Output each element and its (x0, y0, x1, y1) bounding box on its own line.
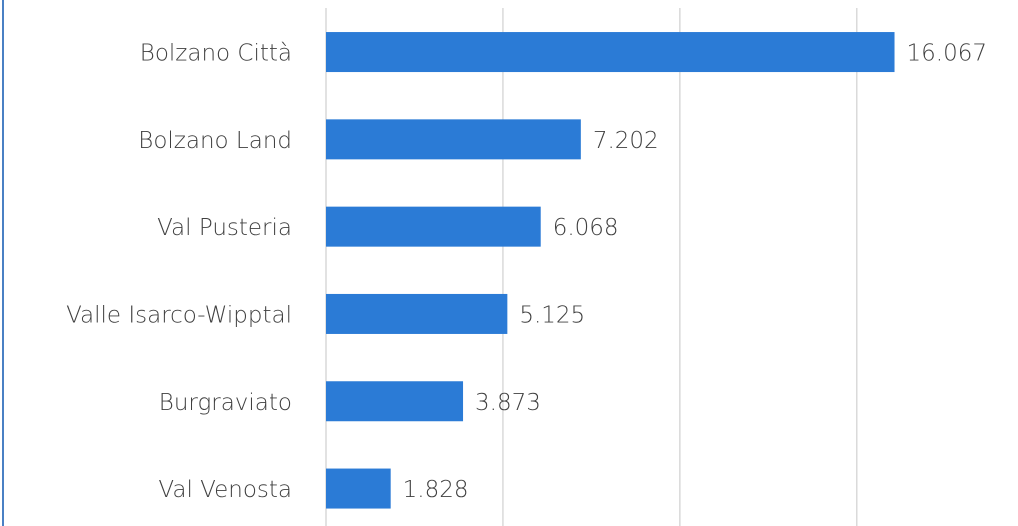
category-label: Burgraviato (159, 390, 292, 416)
bar (326, 32, 895, 73)
bar (326, 119, 581, 160)
category-label: Val Venosta (158, 477, 292, 503)
category-label: Valle Isarco-Wipptal (66, 302, 292, 328)
bar (326, 468, 391, 509)
bar (326, 381, 464, 422)
category-label: Val Pusteria (157, 215, 292, 241)
category-label: Bolzano Città (140, 41, 292, 67)
category-label: Bolzano Land (138, 128, 292, 154)
value-label: 6.068 (553, 215, 619, 241)
bar (326, 206, 541, 247)
value-label: 16.067 (907, 41, 987, 67)
value-label: 3.873 (475, 390, 541, 416)
value-label: 1.828 (403, 477, 469, 503)
bar (326, 293, 508, 334)
value-label: 5.125 (519, 302, 585, 328)
value-label: 7.202 (593, 128, 659, 154)
